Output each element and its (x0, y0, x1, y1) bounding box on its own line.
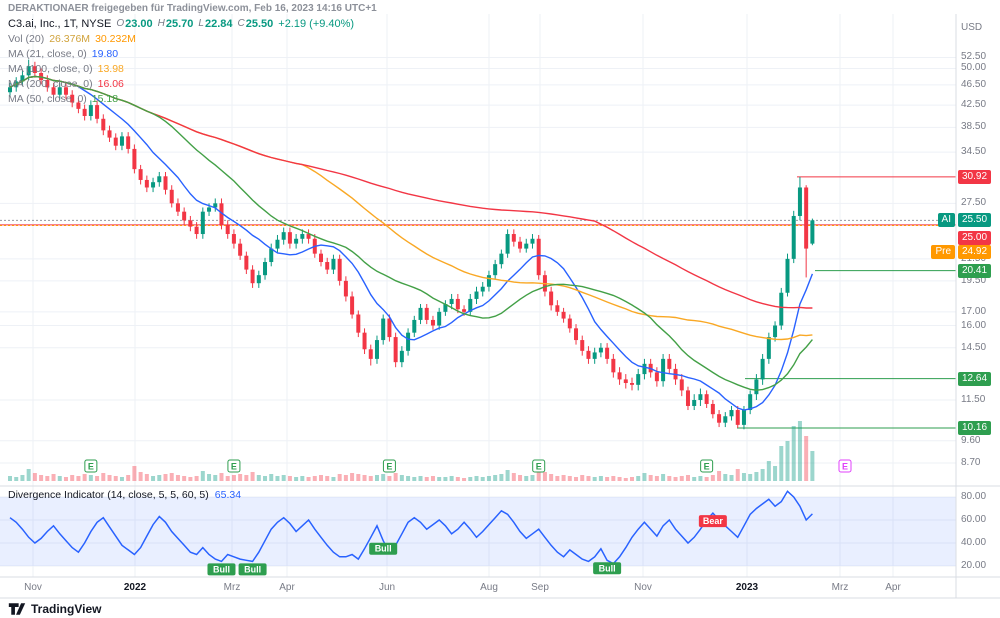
close-value: C 25.50 (237, 18, 274, 30)
price-tick-label: 34.50 (961, 146, 987, 158)
time-tick-label: Apr (279, 582, 295, 593)
earnings-marker[interactable] (227, 459, 241, 473)
symbol-legend-row[interactable]: C3.ai, Inc., 1T, NYSE O 23.00 H 25.70 L 22.… (8, 17, 354, 31)
bull-signal-badge (369, 542, 398, 555)
chart-legend: C3.ai, Inc., 1T, NYSE O 23.00 H 25.70 L 22.… (8, 17, 354, 107)
time-tick-label: Nov (634, 582, 652, 593)
indicator-value: 65.34 (214, 489, 242, 501)
svg-text:E: E (536, 462, 542, 472)
svg-text:E: E (88, 462, 94, 472)
ma-label: MA (200, close, 0) (8, 78, 93, 90)
svg-text:Bear: Bear (703, 516, 724, 526)
time-tick-label: Mrz (831, 582, 849, 593)
price-badge: 30.92 (958, 169, 992, 184)
ma-value: 13.98 (97, 63, 124, 75)
svg-text:E: E (386, 462, 392, 472)
price-tick-label: 27.50 (961, 197, 987, 209)
ma-value: 19.80 (91, 48, 119, 60)
volume-label: Vol (20) (8, 33, 45, 45)
symbol-title: C3.ai, Inc., 1T, NYSE (8, 18, 112, 30)
volume-value: 26.376M (49, 33, 91, 45)
price-tick-label: 16.00 (961, 319, 987, 331)
ticker-badge: AI (937, 213, 955, 228)
tradingview-brand-text[interactable]: TradingView (31, 601, 102, 616)
price-tick-label: 52.50 (961, 51, 987, 63)
price-badge: 10.16 (958, 420, 992, 435)
earnings-marker[interactable] (382, 459, 396, 473)
upcoming-earnings-marker[interactable] (838, 459, 852, 473)
change-value: +2.19 (+9.40%) (278, 18, 355, 30)
currency-label: USD (961, 22, 983, 33)
earnings-marker[interactable] (532, 459, 546, 473)
open-value: O 23.00 (116, 18, 153, 30)
price-tick-label: 19.50 (961, 274, 987, 286)
time-tick-label: Jun (378, 582, 396, 593)
price-badge: 25.00 (958, 231, 992, 245)
ma-legend-row[interactable]: MA (100, close, 0) 13.98 (8, 62, 354, 76)
ma-legend-row[interactable]: MA (50, close, 0) 15.18 (8, 92, 354, 106)
ma-value: 15.18 (91, 93, 119, 105)
price-tick-label: 38.50 (961, 121, 987, 133)
time-tick-label: Sep (531, 582, 549, 593)
time-tick-label: 2022 (123, 582, 147, 593)
time-tick-label: Apr (885, 582, 901, 593)
ma-value: 16.06 (97, 78, 124, 90)
price-badge: 20.41 (958, 263, 992, 278)
time-tick-label: Mrz (223, 582, 241, 593)
ma-legend-row[interactable]: MA (200, close, 0) 16.06 (8, 77, 354, 91)
volume-legend-row[interactable]: Vol (20) 26.376M 30.232M (8, 32, 354, 46)
ma-label: MA (50, close, 0) (8, 93, 87, 105)
price-tick-label: 50.00 (961, 62, 987, 74)
indicator-tick-label: 60.00 (961, 514, 987, 525)
svg-text:Bull: Bull (599, 563, 616, 573)
price-tick-label: 14.50 (961, 341, 987, 353)
high-value: H 25.70 (157, 18, 194, 30)
indicator-tick-label: 20.00 (961, 560, 987, 571)
price-badge: 12.64 (958, 371, 992, 386)
price-tick-label: 17.00 (961, 305, 987, 317)
ticker-badge: Pre (931, 245, 955, 259)
ma-label: MA (21, close, 0) (8, 48, 87, 60)
tradingview-logo-icon (8, 602, 26, 616)
earnings-marker[interactable] (84, 459, 98, 473)
indicator-tick-label: 80.00 (961, 491, 987, 502)
indicator-tick-label: 40.00 (961, 537, 987, 548)
price-tick-label: 9.60 (961, 434, 981, 446)
svg-text:E: E (704, 462, 710, 472)
price-tick-label: 46.50 (961, 78, 987, 90)
bull-signal-badge (593, 562, 622, 575)
price-tick-label: 42.50 (961, 99, 987, 111)
svg-text:Bull: Bull (213, 564, 230, 574)
svg-text:Bull: Bull (375, 544, 392, 554)
price-tick-label: 8.70 (961, 456, 981, 468)
indicator-label: Divergence Indicator (14, close, 5, 5, 6… (8, 489, 209, 501)
time-tick-label: Aug (480, 582, 498, 593)
price-badge: 24.92 (958, 245, 992, 259)
bull-signal-badge (207, 563, 236, 576)
svg-text:E: E (231, 462, 237, 472)
ma-label: MA (100, close, 0) (8, 63, 93, 75)
volume-ma-value: 30.232M (95, 33, 136, 45)
low-value: L 22.84 (198, 18, 233, 30)
bear-signal-badge (698, 515, 727, 528)
indicator-legend-row[interactable]: Divergence Indicator (14, close, 5, 5, 6… (8, 489, 241, 501)
svg-text:Bull: Bull (244, 564, 261, 574)
copyright-notice: DERAKTIONAER freigegeben für TradingView… (8, 3, 377, 14)
footer-bar: TradingView (0, 599, 1000, 618)
ma-legend-row[interactable]: MA (21, close, 0) 19.80 (8, 47, 354, 61)
price-tick-label: 11.50 (961, 394, 986, 405)
bull-signal-badge (238, 563, 267, 576)
price-badge: 25.50 (958, 213, 992, 228)
svg-text:E: E (842, 462, 848, 472)
time-tick-label: Nov (24, 582, 42, 593)
time-tick-label: 2023 (735, 582, 759, 593)
earnings-marker[interactable] (700, 459, 714, 473)
